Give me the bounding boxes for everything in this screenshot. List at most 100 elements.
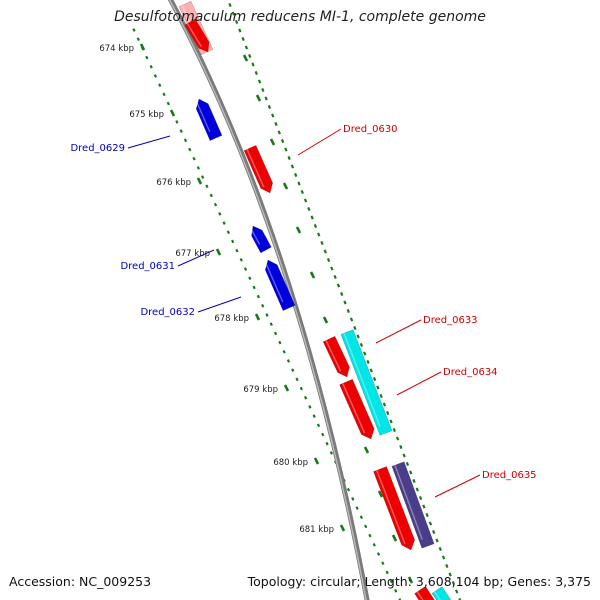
gene-forward (243, 144, 274, 194)
minor-tick (282, 349, 286, 354)
gene-reverse (251, 225, 272, 254)
minor-tick (455, 589, 459, 594)
minor-tick (310, 215, 314, 220)
minor-tick (445, 563, 449, 569)
minor-tick (448, 572, 452, 577)
minor-tick (368, 533, 372, 538)
minor-tick (346, 308, 350, 314)
minor-tick (366, 359, 370, 365)
minor-tick (183, 138, 188, 143)
minor-tick (261, 303, 265, 308)
minor-tick (441, 555, 446, 560)
minor-tick (343, 300, 347, 305)
minor-tick (415, 487, 419, 492)
gene-forward-shine (186, 23, 202, 48)
minor-tick (425, 512, 429, 518)
minor-tick (291, 368, 295, 372)
minor-tick (300, 189, 304, 195)
minor-tick (359, 515, 364, 520)
minor-tick (392, 427, 396, 433)
minor-tick (418, 495, 423, 501)
feature-blocks (178, 0, 452, 600)
minor-tick (398, 598, 402, 600)
minor-tick (346, 487, 351, 492)
minor-tick (295, 377, 299, 382)
minor-tick (265, 313, 269, 317)
gene-forward-shine (376, 469, 406, 545)
ruler-label: 681 kbp (299, 525, 334, 535)
minor-tick (385, 570, 389, 575)
minor-tick (243, 267, 248, 271)
minor-tick (231, 239, 235, 244)
label-leader (396, 371, 442, 396)
gene-label: Dred_0629 (70, 143, 125, 154)
backbone-highlight (168, 0, 367, 600)
label-leader (375, 319, 422, 344)
minor-tick (162, 92, 166, 97)
gene-reverse-shine (249, 227, 261, 245)
minor-tick (329, 451, 333, 455)
major-tick (196, 177, 203, 185)
minor-tick (395, 436, 400, 441)
minor-tick (317, 232, 321, 237)
minor-tick (405, 461, 410, 467)
minor-tick (218, 212, 222, 216)
label-leader (434, 474, 481, 498)
minor-tick (274, 121, 278, 127)
ruler-label: 680 kbp (273, 458, 308, 468)
minor-tick (333, 274, 337, 280)
minor-tick (267, 104, 272, 110)
minor-tick (179, 129, 183, 133)
gene-label: Dred_0633 (423, 315, 478, 326)
genome-summary-text: Topology: circular; Length: 3,608,104 bp… (247, 574, 591, 589)
major-tick (322, 316, 329, 324)
minor-tick (241, 36, 245, 42)
minor-tick (312, 414, 316, 418)
gene-reverse (264, 259, 296, 312)
minor-tick (369, 368, 373, 373)
minor-tick (379, 393, 383, 399)
minor-tick (336, 283, 341, 288)
minor-tick (389, 419, 393, 424)
label-leader (297, 128, 342, 156)
minor-tick (149, 64, 153, 69)
ruler-label: 674 kbp (99, 44, 134, 54)
minor-tick (409, 470, 413, 475)
minor-tick (299, 386, 303, 391)
minor-tick (321, 432, 325, 437)
gene-forward-shine (342, 383, 366, 434)
gene-forward-shine (246, 149, 265, 188)
gene-label: Dred_0631 (120, 261, 175, 272)
gene-reverse (195, 98, 223, 141)
major-tick (407, 576, 414, 584)
minor-tick (201, 175, 205, 179)
minor-tick (320, 240, 324, 246)
gene-forward-shine (416, 591, 424, 600)
minor-tick (294, 172, 298, 178)
minor-tick (205, 184, 209, 189)
major-tick (313, 457, 320, 465)
minor-tick (252, 285, 256, 290)
major-tick (309, 271, 316, 279)
minor-tick (394, 588, 398, 593)
minor-tick (269, 322, 273, 327)
major-tick (139, 43, 146, 51)
minor-tick (287, 155, 291, 161)
minor-tick (399, 444, 403, 450)
minor-tick (372, 376, 377, 382)
minor-tick (235, 248, 239, 253)
minor-tick (213, 202, 218, 207)
minor-tick (239, 258, 243, 262)
backbone-line (167, 0, 370, 600)
major-tick (255, 94, 262, 102)
major-tick (363, 446, 370, 454)
major-tick (283, 384, 290, 392)
minor-tick (234, 19, 239, 25)
minor-tick (316, 423, 321, 428)
minor-tick (349, 317, 354, 322)
minor-tick (188, 147, 192, 152)
minor-tick (422, 504, 426, 509)
minor-tick (432, 529, 436, 535)
minor-tick (458, 597, 462, 600)
minor-tick (166, 101, 170, 106)
